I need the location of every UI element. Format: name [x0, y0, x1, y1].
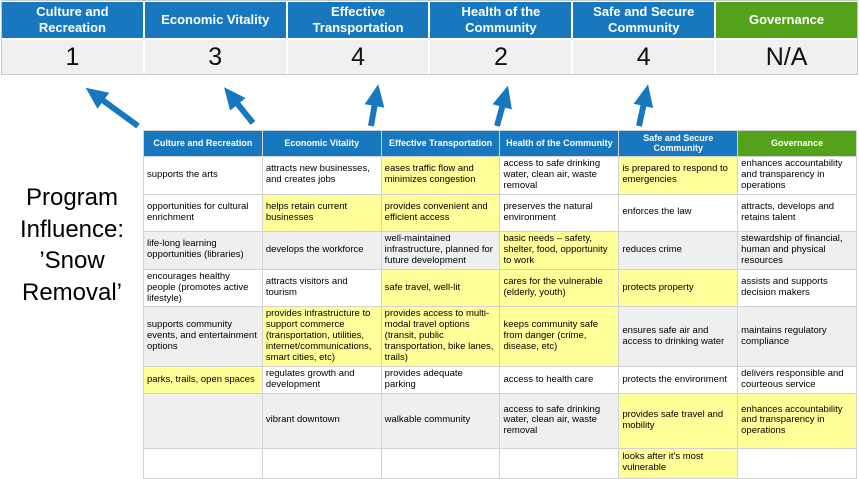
matrix-cell: assists and supports decision makers: [737, 268, 857, 308]
category-score: 3: [144, 40, 286, 74]
score-row: 1 3 4 2 4 N/A: [2, 40, 857, 74]
matrix-header-cell: Safe and Secure Community: [618, 130, 739, 157]
score-banner-frame: [1, 0, 858, 75]
influence-arrows: [85, 84, 654, 129]
matrix-cell: opportunities for cultural enrichment: [143, 193, 263, 232]
matrix-cell: protects the environment: [618, 366, 739, 394]
matrix-cell: develops the workforce: [261, 230, 382, 270]
matrix-cell: helps retain current businesses: [261, 193, 382, 232]
matrix-cell: [737, 447, 857, 479]
matrix-cell: provides convenient and efficient access: [380, 193, 501, 232]
influence-arrow-health: [492, 85, 512, 127]
matrix-cell: eases traffic flow and minimizes congest…: [380, 155, 501, 195]
influence-arrow-culture: [85, 87, 140, 129]
matrix-cell: [380, 447, 501, 479]
matrix-row: supports community events, and entertain…: [143, 306, 857, 368]
category-score: 4: [287, 40, 429, 74]
influence-arrow-transportation: [364, 84, 385, 127]
matrix-cell: [261, 447, 382, 479]
matrix-cell: enforces the law: [618, 193, 739, 232]
matrix-cell: parks, trails, open spaces: [143, 366, 263, 394]
matrix-cell: keeps community safe from danger (crime,…: [499, 306, 620, 368]
matrix-row: life-long learning opportunities (librar…: [143, 230, 857, 270]
matrix-cell: safe travel, well-lit: [380, 268, 501, 308]
matrix-cell: walkable community: [380, 392, 501, 449]
matrix-cell: provides infrastructure to support comme…: [261, 306, 382, 368]
matrix-cell: regulates growth and development: [261, 366, 382, 394]
matrix-cell: basic needs – safety, shelter, food, opp…: [499, 230, 620, 270]
category-header: Safe and Secure Community: [573, 2, 715, 38]
matrix-cell: encourages healthy people (promotes acti…: [143, 268, 263, 308]
category-score: 4: [573, 40, 715, 74]
matrix-cell: access to safe drinking water, clean air…: [499, 392, 620, 449]
matrix-cell: maintains regulatory compliance: [737, 306, 857, 368]
matrix-cell: supports the arts: [143, 155, 263, 195]
matrix-header: Culture and Recreation Economic Vitality E…: [143, 130, 857, 157]
matrix-cell: enhances accountability and transparency…: [737, 392, 857, 449]
category-header: Health of the Community: [430, 2, 572, 38]
matrix-cell: [143, 447, 263, 479]
category-header: Effective Transportation: [287, 2, 429, 38]
matrix-cell: protects property: [618, 268, 739, 308]
category-header: Governance: [716, 2, 857, 38]
category-score: 1: [2, 40, 143, 74]
matrix-cell: provides access to multi-modal travel op…: [380, 306, 501, 368]
matrix-header-cell: Economic Vitality: [261, 130, 382, 157]
matrix-cell: supports community events, and entertain…: [143, 306, 263, 368]
matrix-row: encourages healthy people (promotes acti…: [143, 268, 857, 308]
matrix-cell: preserves the natural environment: [499, 193, 620, 232]
matrix-row: vibrant downtown walkable community access…: [143, 392, 857, 449]
matrix-header-cell: Health of the Community: [499, 130, 620, 157]
matrix-cell: cares for the vulnerable (elderly, youth…: [499, 268, 620, 308]
matrix-cell: provides adequate parking: [380, 366, 501, 394]
matrix-row: opportunities for cultural enrichment hel…: [143, 193, 857, 232]
matrix-cell: enhances accountability and transparency…: [737, 155, 857, 195]
matrix-cell: attracts, develops and retains talent: [737, 193, 857, 232]
matrix-cell: attracts visitors and tourism: [261, 268, 382, 308]
influence-arrow-safety: [633, 84, 654, 127]
category-score: N/A: [716, 40, 857, 74]
category-header: Culture and Recreation: [2, 2, 143, 38]
matrix-cell: [143, 392, 263, 449]
category-score: 2: [430, 40, 572, 74]
matrix-cell: vibrant downtown: [261, 392, 382, 449]
matrix-cell: ensures safe air and access to drinking …: [618, 306, 739, 368]
matrix-header-cell: Effective Transportation: [380, 130, 501, 157]
matrix-cell: access to safe drinking water, clean air…: [499, 155, 620, 195]
matrix-cell: reduces crime: [618, 230, 739, 270]
matrix-cell: life-long learning opportunities (librar…: [143, 230, 263, 270]
matrix-cell: attracts new businesses, and creates job…: [261, 155, 382, 195]
matrix-row: parks, trails, open spaces regulates grow…: [143, 366, 857, 394]
matrix-cell: looks after it's most vulnerable: [618, 447, 739, 479]
matrix-cell: provides safe travel and mobility: [618, 392, 739, 449]
matrix-row: looks after it's most vulnerable: [143, 447, 857, 479]
matrix-header-cell: Governance: [737, 130, 857, 157]
category-banner: Culture and Recreation Economic Vitality E…: [2, 2, 857, 38]
influence-arrow-economic: [224, 87, 256, 125]
influence-matrix-table: Culture and Recreation Economic Vitality E…: [143, 130, 857, 479]
matrix-cell: stewardship of financial, human and phys…: [737, 230, 857, 270]
matrix-cell: [499, 447, 620, 479]
matrix-header-cell: Culture and Recreation: [143, 130, 263, 157]
program-influence-label: Program Influence: ’Snow Removal’: [19, 184, 125, 307]
matrix-cell: well-maintained infrastructure, planned …: [380, 230, 501, 270]
matrix-header-row: Culture and Recreation Economic Vitality E…: [143, 130, 857, 157]
matrix-cell: is prepared to respond to emergencies: [618, 155, 739, 195]
matrix-cell: access to health care: [499, 366, 620, 394]
category-header: Economic Vitality: [144, 2, 286, 38]
matrix-row: supports the arts attracts new businesses…: [143, 155, 857, 195]
matrix-body: supports the arts attracts new businesses…: [143, 155, 857, 479]
matrix-cell: delivers responsible and courteous servi…: [737, 366, 857, 394]
